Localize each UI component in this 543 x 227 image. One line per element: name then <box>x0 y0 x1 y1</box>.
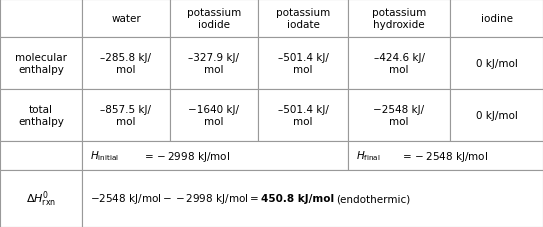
Bar <box>450 90 543 141</box>
Text: $H_{\rm initial}$: $H_{\rm initial}$ <box>90 149 119 163</box>
Text: $H_{\rm final}$: $H_{\rm final}$ <box>356 149 381 163</box>
Bar <box>348 0 450 38</box>
Bar <box>258 0 348 38</box>
Bar <box>348 38 450 90</box>
Bar <box>258 90 348 141</box>
Bar <box>82 90 170 141</box>
Bar <box>0 170 82 227</box>
Text: –857.5 kJ/
mol: –857.5 kJ/ mol <box>100 105 151 126</box>
Bar <box>450 38 543 90</box>
Text: potassium
iodide: potassium iodide <box>187 8 241 30</box>
Bar <box>348 90 450 141</box>
Text: molecular
enthalpy: molecular enthalpy <box>15 53 67 74</box>
Text: potassium
hydroxide: potassium hydroxide <box>372 8 426 30</box>
Text: water: water <box>111 14 141 24</box>
Bar <box>0 0 82 38</box>
Text: −1640 kJ/
mol: −1640 kJ/ mol <box>188 105 239 126</box>
Text: $= -2548\ \rm kJ/mol$: $= -2548\ \rm kJ/mol$ <box>400 149 488 163</box>
Bar <box>82 141 348 170</box>
Text: –285.8 kJ/
mol: –285.8 kJ/ mol <box>100 53 151 74</box>
Text: potassium
iodate: potassium iodate <box>276 8 330 30</box>
Text: $-2548\ \rm kJ/mol - -2998\ kJ/mol =$: $-2548\ \rm kJ/mol - -2998\ kJ/mol =$ <box>90 192 259 206</box>
Text: 0 kJ/mol: 0 kJ/mol <box>476 111 517 121</box>
Bar <box>82 0 170 38</box>
Bar <box>170 0 258 38</box>
Bar <box>0 90 82 141</box>
Bar <box>170 38 258 90</box>
Bar <box>0 38 82 90</box>
Text: 450.8 kJ/mol: 450.8 kJ/mol <box>261 194 334 204</box>
Bar <box>258 38 348 90</box>
Text: −2548 kJ/
mol: −2548 kJ/ mol <box>374 105 425 126</box>
Bar <box>170 90 258 141</box>
Text: –327.9 kJ/
mol: –327.9 kJ/ mol <box>188 53 239 74</box>
Text: –501.4 kJ/
mol: –501.4 kJ/ mol <box>277 53 329 74</box>
Bar <box>82 170 543 227</box>
Text: $\Delta H^0_{\rm rxn}$: $\Delta H^0_{\rm rxn}$ <box>26 189 56 208</box>
Text: –501.4 kJ/
mol: –501.4 kJ/ mol <box>277 105 329 126</box>
Bar <box>450 0 543 38</box>
Text: total
enthalpy: total enthalpy <box>18 105 64 126</box>
Bar <box>82 38 170 90</box>
Text: 0 kJ/mol: 0 kJ/mol <box>476 59 517 69</box>
Text: $= -2998\ \rm kJ/mol$: $= -2998\ \rm kJ/mol$ <box>142 149 230 163</box>
Bar <box>348 141 543 170</box>
Text: iodine: iodine <box>481 14 513 24</box>
Text: –424.6 kJ/
mol: –424.6 kJ/ mol <box>374 53 425 74</box>
Bar <box>0 141 82 170</box>
Text: (endothermic): (endothermic) <box>336 194 411 204</box>
